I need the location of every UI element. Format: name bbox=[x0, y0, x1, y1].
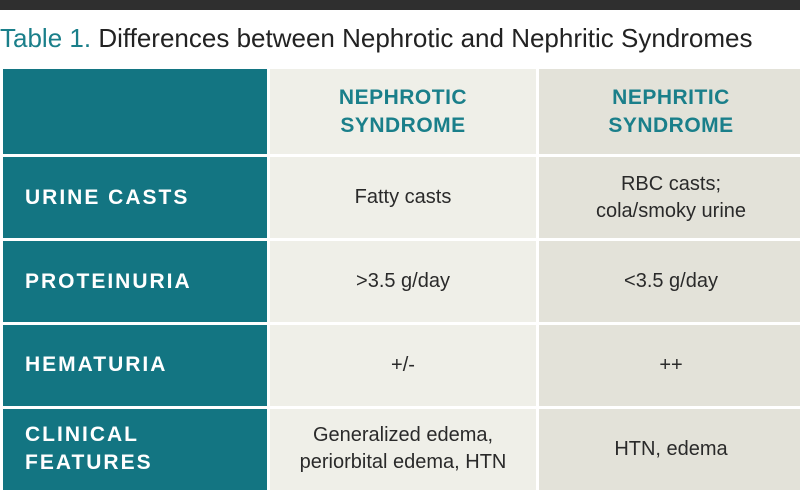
cell-nephritic-clinical-features: HTN, edema bbox=[539, 408, 800, 490]
cell-line: cola/smoky urine bbox=[595, 199, 747, 222]
corner-cell bbox=[3, 69, 267, 155]
cell-line: RBC casts; bbox=[620, 172, 722, 195]
table-title: Differences between Nephrotic and Nephri… bbox=[98, 23, 753, 53]
table-row-proteinuria: PROTEINURIA >3.5 g/day <3.5 g/day bbox=[3, 241, 800, 322]
table-row-clinical-features: CLINICAL FEATURES Generalized edema, per… bbox=[3, 408, 800, 490]
cell-line: ++ bbox=[659, 353, 683, 376]
cell-line: <3.5 g/day bbox=[624, 270, 718, 292]
cell-nephritic-hematuria: ++ bbox=[539, 325, 800, 406]
cell-nephrotic-hematuria: +/- bbox=[270, 325, 536, 406]
row-header-line: FEATURES bbox=[25, 451, 153, 475]
table-row-hematuria: HEMATURIA +/- ++ bbox=[3, 325, 800, 406]
row-header-line: PROTEINURIA bbox=[25, 269, 192, 293]
cell-line: Fatty casts bbox=[354, 186, 452, 209]
row-header-proteinuria: PROTEINURIA bbox=[3, 241, 267, 322]
column-header-line: NEPHRITIC bbox=[612, 85, 730, 109]
cell-line: Generalized edema, bbox=[312, 424, 494, 447]
row-header-line: CLINICAL bbox=[25, 423, 139, 447]
table-number: Table 1. bbox=[0, 23, 92, 53]
cell-line: +/- bbox=[391, 353, 415, 376]
table-caption: Table 1. Differences between Nephrotic a… bbox=[0, 18, 800, 58]
cell-line: HTN, edema bbox=[614, 437, 728, 460]
row-header-line: URINE CASTS bbox=[25, 185, 190, 209]
cell-nephrotic-clinical-features: Generalized edema, periorbital edema, HT… bbox=[270, 408, 536, 490]
column-header-line: NEPHROTIC bbox=[338, 85, 468, 109]
cell-nephritic-urine-casts: RBC casts; cola/smoky urine bbox=[539, 157, 800, 239]
cell-nephrotic-urine-casts: Fatty casts bbox=[270, 157, 536, 239]
table-row-urine-casts: URINE CASTS Fatty casts RBC casts; cola/… bbox=[3, 157, 800, 239]
row-header-hematuria: HEMATURIA bbox=[3, 325, 267, 406]
column-header-nephritic: NEPHRITIC SYNDROME bbox=[539, 69, 800, 155]
column-header-line: SYNDROME bbox=[608, 113, 734, 137]
cell-nephritic-proteinuria: <3.5 g/day bbox=[539, 241, 800, 322]
cell-line: >3.5 g/day bbox=[356, 270, 450, 292]
column-header-line: SYNDROME bbox=[340, 113, 466, 137]
row-header-urine-casts: URINE CASTS bbox=[3, 157, 267, 239]
comparison-table: NEPHROTIC SYNDROME NEPHRITIC SYNDROME UR… bbox=[0, 66, 800, 493]
column-header-nephrotic: NEPHROTIC SYNDROME bbox=[270, 69, 536, 155]
cell-line: periorbital edema, HTN bbox=[299, 451, 507, 474]
table-header-row: NEPHROTIC SYNDROME NEPHRITIC SYNDROME bbox=[3, 69, 800, 155]
row-header-clinical-features: CLINICAL FEATURES bbox=[3, 408, 267, 490]
top-bar bbox=[0, 0, 800, 10]
row-header-line: HEMATURIA bbox=[25, 353, 168, 377]
cell-nephrotic-proteinuria: >3.5 g/day bbox=[270, 241, 536, 322]
